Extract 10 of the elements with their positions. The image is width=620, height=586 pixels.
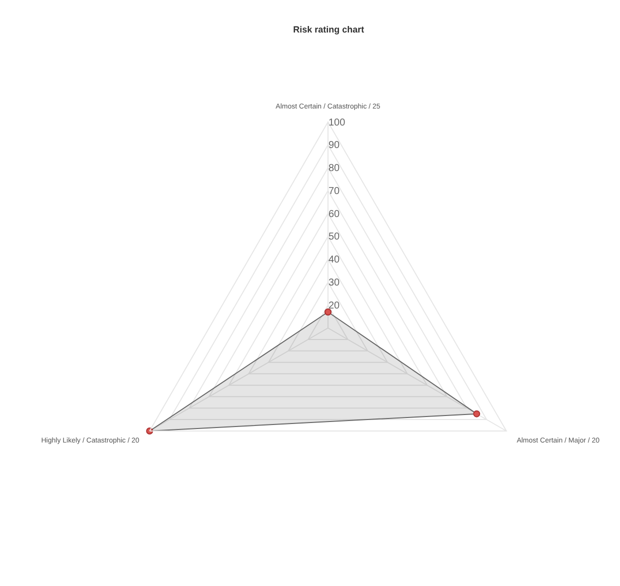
y-tick-label: 60 <box>328 208 340 220</box>
y-tick-label: 80 <box>328 163 340 174</box>
y-tick-label: 90 <box>328 140 340 152</box>
y-tick-label: 20 <box>328 300 340 312</box>
y-tick-label: 100 <box>328 117 346 128</box>
y-tick-label: 50 <box>328 232 340 243</box>
y-tick-label: 70 <box>328 186 340 197</box>
y-tick-label: 30 <box>328 277 340 288</box>
chart-title: Risk rating chart <box>293 24 364 35</box>
y-tick-label: 40 <box>328 254 340 266</box>
